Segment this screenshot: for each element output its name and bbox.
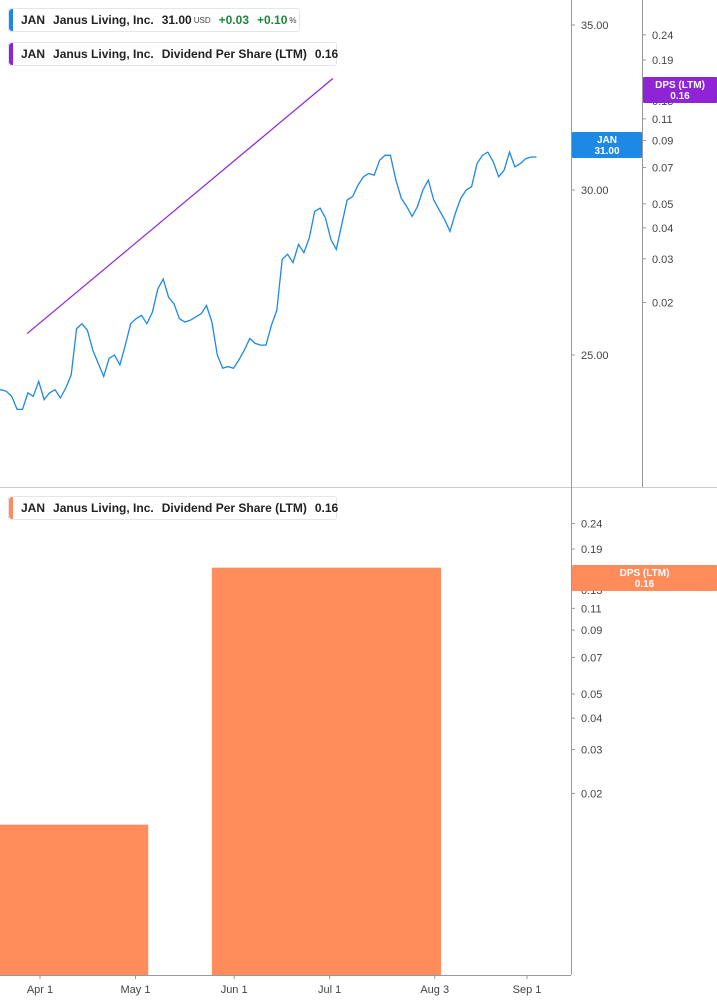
price-tag — [572, 132, 642, 158]
time-axis-tick-label: Jul 1 — [318, 984, 341, 996]
bar-axis-tick-label: 0.11 — [581, 603, 602, 615]
dps-axis-tick-label: 0.11 — [652, 114, 673, 126]
legend-company: Janus Living, Inc. — [53, 47, 154, 61]
legend-metric: Dividend Per Share (LTM) — [161, 501, 307, 515]
dps-bar — [211, 567, 442, 975]
price-tag-label: JAN — [597, 135, 617, 146]
bar-axis-tick-label: 0.02 — [581, 788, 602, 800]
legend-ticker: JAN — [21, 13, 46, 27]
price-legend-color-bar — [9, 9, 13, 31]
bar-axis-tick-label: 0.03 — [581, 744, 602, 756]
legend-value: 0.16 — [314, 501, 339, 515]
dps-tag-bottom-label: DPS (LTM) — [620, 568, 670, 579]
price-axis-tick-label: 30.00 — [581, 185, 609, 197]
dps-tag-bottom — [572, 565, 717, 591]
legend-currency: USD — [193, 15, 211, 25]
dps-tag-top — [643, 77, 717, 103]
bar-axis-tick-label: 0.24 — [581, 519, 602, 531]
legend-change-pct: +0.10 — [257, 13, 288, 27]
price-series-line — [0, 150, 537, 411]
legend-pct-sign: % — [289, 15, 297, 25]
legend-company: Janus Living, Inc. — [53, 13, 154, 27]
dps-tag-top-value: 0.16 — [670, 91, 690, 102]
price-tag-value: 31.00 — [594, 146, 619, 157]
price-legend[interactable]: JAN Janus Living, Inc. 31.00 USD +0.03 +… — [8, 8, 300, 32]
bar-axis-tick-label: 0.07 — [581, 652, 602, 664]
legend-value: 0.16 — [314, 47, 339, 61]
legend-ticker: JAN — [21, 47, 46, 61]
price-axis-tick-label: 25.00 — [581, 350, 609, 362]
bar-axis-tick-label: 0.09 — [581, 625, 602, 637]
price-axis-tick-label: 35.00 — [581, 20, 609, 32]
dps-tag-top-label: DPS (LTM) — [655, 80, 705, 91]
legend-metric: Dividend Per Share (LTM) — [161, 47, 307, 61]
dps-bar — [0, 824, 149, 975]
dps-axis-tick-label: 0.05 — [652, 199, 673, 211]
dps-axis-tick-label: 0.09 — [652, 135, 673, 147]
bar-axis-tick-label: 0.05 — [581, 689, 602, 701]
legend-ticker: JAN — [21, 501, 46, 515]
time-axis-tick-label: May 1 — [121, 984, 151, 996]
time-axis-tick-label: Sep 1 — [513, 984, 542, 996]
time-axis-tick-label: Apr 1 — [27, 984, 53, 996]
dps-axis-tick-label: 0.03 — [652, 254, 673, 266]
dps-tag-bottom-value: 0.16 — [635, 579, 655, 590]
time-axis-tick-label: Aug 3 — [420, 984, 449, 996]
bar-axis-tick-label: 0.19 — [581, 544, 602, 556]
dps-axis-tick-label: 0.02 — [652, 297, 673, 309]
dps-legend-bottom[interactable]: JAN Janus Living, Inc. Dividend Per Shar… — [8, 496, 339, 520]
time-axis-tick-label: Jun 1 — [221, 984, 248, 996]
legend-change: +0.03 — [218, 13, 249, 27]
dps-axis-tick-label: 0.04 — [652, 223, 673, 235]
dps-legend-color-bar — [9, 497, 13, 519]
dps-series-line — [26, 78, 334, 334]
dps-axis-tick-label: 0.19 — [652, 55, 673, 67]
dps-axis-tick-label: 0.07 — [652, 163, 673, 175]
legend-company: Janus Living, Inc. — [53, 501, 154, 515]
legend-price: 31.00 — [161, 13, 192, 27]
dps-axis-tick-label: 0.24 — [652, 30, 673, 42]
bar-axis-tick-label: 0.04 — [581, 713, 602, 725]
dps-legend-top[interactable]: JAN Janus Living, Inc. Dividend Per Shar… — [8, 42, 339, 66]
dps-legend-color-bar — [9, 43, 13, 65]
